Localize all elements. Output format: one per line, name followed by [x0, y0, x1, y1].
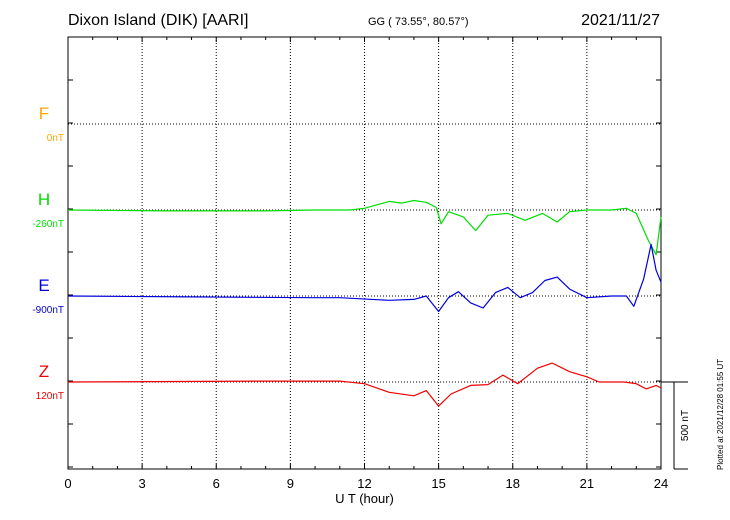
x-tick-label: 18: [506, 476, 520, 491]
series-baseline-label: 0nT: [47, 133, 64, 144]
x-tick-label: 6: [213, 476, 220, 491]
x-tick-label: 24: [654, 476, 668, 491]
series-baseline-label: -900nT: [32, 305, 64, 316]
series-name-label: Z: [39, 362, 49, 381]
x-tick-label: 3: [139, 476, 146, 491]
x-tick-label: 9: [287, 476, 294, 491]
series-name-label: E: [38, 276, 49, 295]
series-name-label: F: [39, 104, 49, 123]
station-title: Dixon Island (DIK) [AARI]: [68, 12, 249, 29]
x-tick-label: 0: [64, 476, 71, 491]
x-tick-label: 12: [357, 476, 371, 491]
series-line-e: [67, 243, 662, 313]
x-axis-label: U T (hour): [335, 491, 394, 506]
x-tick-label: 15: [431, 476, 445, 491]
geographic-coordinates: GG ( 73.55°, 80.57°): [368, 16, 469, 28]
series-line-z: [67, 362, 662, 407]
series-baseline-label: -260nT: [32, 219, 64, 230]
observation-date: 2021/11/27: [581, 12, 660, 29]
scale-bar-label: 500 nT: [680, 410, 691, 441]
series-line-h: [67, 199, 662, 256]
series-name-label: H: [38, 190, 50, 209]
x-tick-label: 21: [580, 476, 594, 491]
series-baseline-label: 120nT: [36, 391, 64, 402]
